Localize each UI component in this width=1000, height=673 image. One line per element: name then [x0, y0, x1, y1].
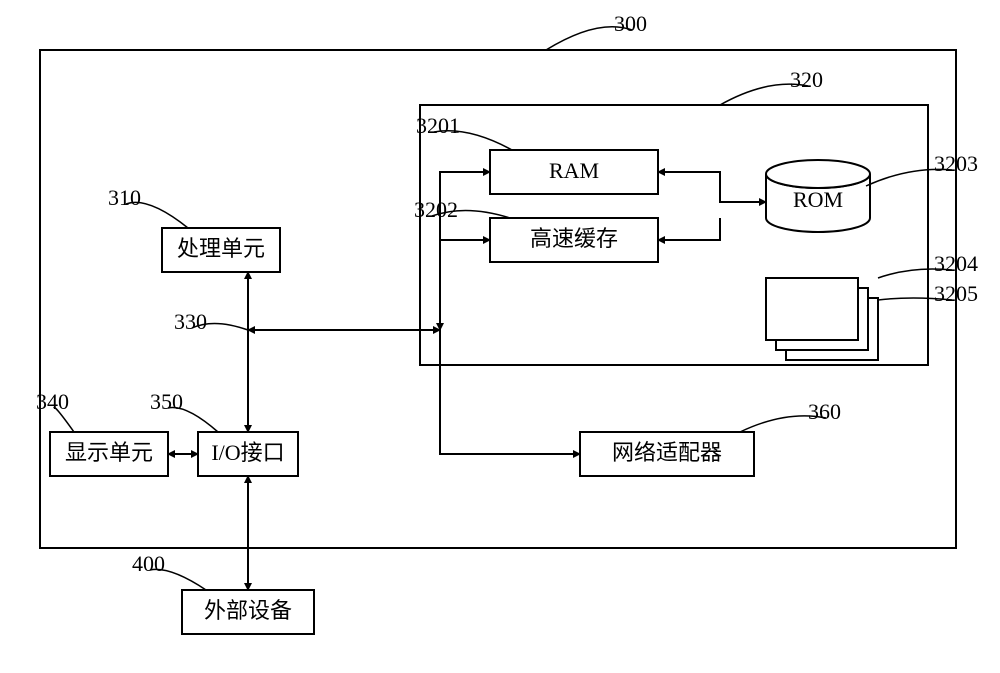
bus-330-ref: 330: [174, 309, 207, 334]
outer-box-ref: 300: [614, 11, 647, 36]
rom-cyl-label: ROM: [793, 187, 843, 212]
stack-b-ref: 3205: [934, 281, 978, 306]
net-ref: 360: [808, 399, 841, 424]
ram-box-label: RAM: [549, 158, 599, 183]
stack-a-ref: 3204: [934, 251, 978, 276]
ram-ref: 3201: [416, 113, 460, 138]
display-box-label: 显示单元: [65, 440, 153, 465]
display-ref: 340: [36, 389, 69, 414]
net-box-label: 网络适配器: [612, 440, 722, 465]
io-ref: 350: [150, 389, 183, 414]
cpu-ref: 310: [108, 185, 141, 210]
cache-box-label: 高速缓存: [530, 226, 618, 251]
ext-box-label: 外部设备: [204, 598, 292, 623]
cpu-box-label: 处理单元: [177, 236, 265, 261]
rom-ref: 3203: [934, 151, 978, 176]
diagram-canvas: 300 320 处理单元 310 RAM 3201 高速缓存 3202 ROM 3203 3204 3…: [0, 0, 1000, 673]
stack-card-0: [766, 278, 858, 340]
cache-ref: 3202: [414, 197, 458, 222]
memory-box-ref: 320: [790, 67, 823, 92]
io-box-label: I/O接口: [211, 440, 284, 465]
ext-ref: 400: [132, 551, 165, 576]
